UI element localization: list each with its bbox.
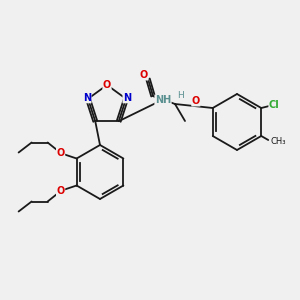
Text: NH: NH (155, 95, 171, 105)
Text: CH₃: CH₃ (270, 137, 286, 146)
Text: O: O (56, 187, 65, 196)
Text: O: O (56, 148, 65, 158)
Text: Cl: Cl (269, 100, 280, 110)
Text: O: O (103, 80, 111, 90)
Text: H: H (177, 92, 183, 100)
Text: N: N (123, 93, 131, 103)
Text: O: O (140, 70, 148, 80)
Text: N: N (83, 93, 91, 103)
Text: O: O (192, 96, 200, 106)
